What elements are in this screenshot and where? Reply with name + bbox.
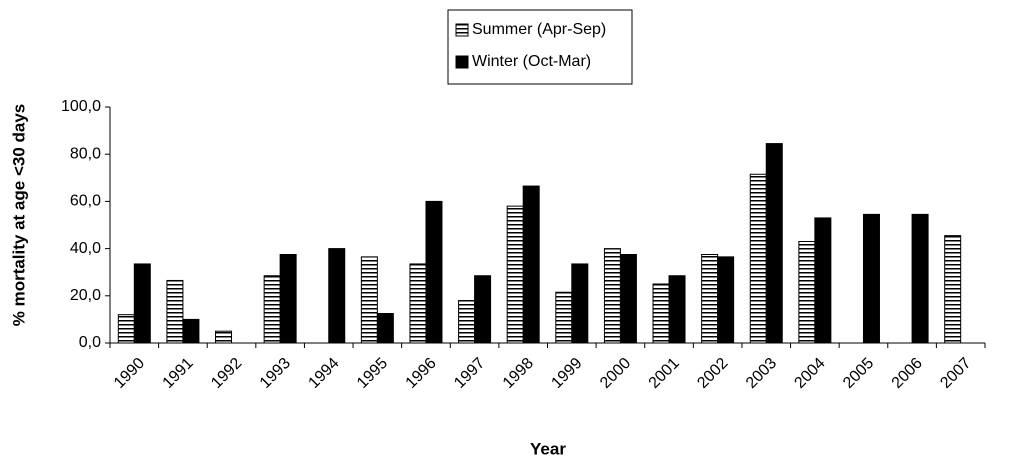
bar [182, 318, 200, 344]
x-tick-label: 1993 [257, 355, 294, 392]
bar [717, 256, 735, 344]
x-tick-label: 2003 [743, 355, 780, 392]
bar [506, 205, 524, 344]
bar [522, 185, 540, 344]
y-tick-label: 40,0 [70, 240, 101, 257]
x-tick-label: 2006 [889, 355, 926, 392]
y-tick-label: 0,0 [79, 334, 101, 351]
bar [571, 263, 589, 344]
bar [619, 254, 637, 344]
bar [376, 313, 394, 344]
x-tick-label: 1996 [403, 355, 440, 392]
bar [944, 235, 962, 344]
y-tick-label: 20,0 [70, 287, 101, 304]
legend-label: Winter (Oct-Mar) [472, 53, 591, 70]
bar [360, 256, 378, 344]
bar [263, 275, 281, 344]
bar [603, 248, 621, 344]
bar [215, 330, 233, 344]
bar [765, 143, 783, 344]
y-tick-label: 80,0 [70, 145, 101, 162]
x-tick-label: 2007 [937, 355, 974, 392]
bar [458, 300, 476, 344]
bar [652, 283, 670, 344]
x-tick-label: 2002 [694, 355, 731, 392]
y-axis-label: % mortality at age <30 days [9, 104, 28, 327]
x-tick-label: 1992 [208, 355, 245, 392]
x-tick-label: 2001 [646, 355, 683, 392]
legend-box [447, 9, 633, 85]
bar [425, 200, 443, 344]
x-tick-label: 2005 [840, 355, 877, 392]
bar [279, 254, 297, 344]
bar [474, 275, 492, 344]
bar [701, 254, 719, 344]
x-tick-label: 2000 [597, 355, 634, 392]
x-tick-label: 1994 [305, 355, 342, 392]
x-axis-label: Year [530, 439, 566, 458]
bar [814, 217, 832, 344]
legend-swatch [455, 23, 469, 37]
x-tick-label: 1995 [354, 355, 391, 392]
bar [798, 241, 816, 344]
y-tick-label: 60,0 [70, 193, 101, 210]
x-tick-label: 1997 [451, 355, 488, 392]
bar [133, 263, 151, 344]
bar [328, 248, 346, 344]
x-tick-label: 1999 [548, 355, 585, 392]
bar [409, 263, 427, 344]
bar [668, 275, 686, 344]
legend-swatch [455, 55, 469, 69]
y-tick-label: 100,0 [61, 98, 101, 115]
x-tick-label: 2004 [791, 355, 828, 392]
bar [862, 213, 880, 344]
bar [117, 314, 135, 344]
legend-label: Summer (Apr-Sep) [472, 21, 606, 38]
bar [749, 173, 767, 344]
bar [555, 291, 573, 344]
bar [166, 279, 184, 344]
x-tick-label: 1998 [500, 355, 537, 392]
x-tick-label: 1991 [160, 355, 197, 392]
bar [911, 213, 929, 344]
x-tick-label: 1990 [111, 355, 148, 392]
